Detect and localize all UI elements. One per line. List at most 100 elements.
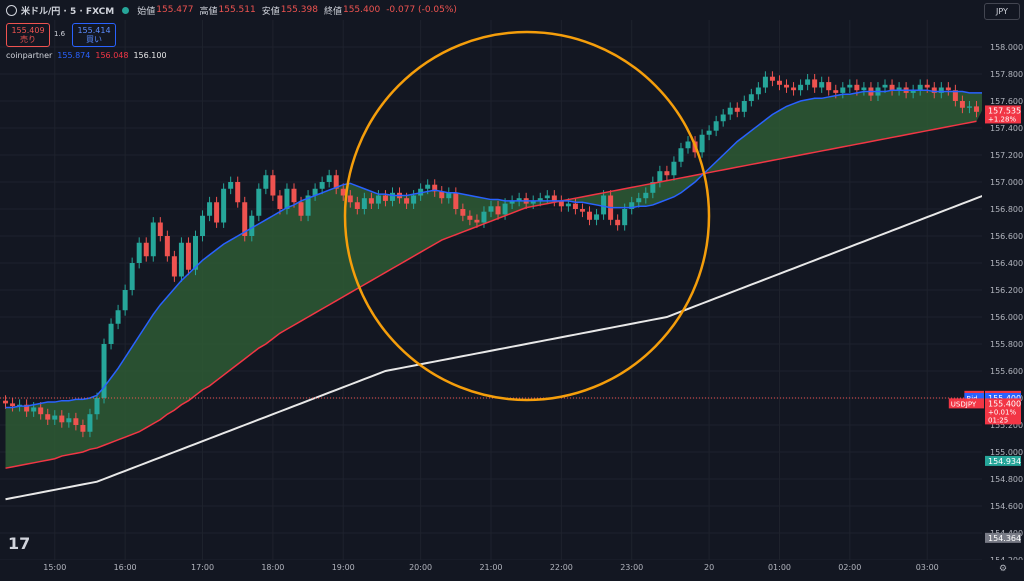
candle-body: [136, 242, 142, 263]
candle-body: [122, 290, 128, 311]
candle-body: [952, 90, 958, 101]
sell-label: 売り: [20, 35, 36, 44]
candle-body: [917, 84, 923, 91]
candle-body: [945, 87, 951, 91]
slow-ma-line: [5, 120, 977, 469]
candle-body: [256, 188, 262, 216]
candle-body: [502, 203, 508, 215]
candle-body: [664, 171, 670, 176]
time-tick-label: 15:00: [43, 563, 66, 572]
buy-label: 買い: [86, 35, 102, 44]
candle-body: [784, 84, 790, 88]
time-axis: [0, 560, 1024, 577]
low-value: 155.398: [280, 5, 318, 15]
low-label: 安値: [261, 6, 280, 17]
indicator-value-2: 156.048: [95, 51, 129, 60]
candle-body: [931, 87, 937, 93]
indicator-value-1: 155.874: [57, 51, 91, 60]
candle-body: [791, 87, 797, 91]
price-tick-label: 157.600: [990, 97, 1023, 106]
candle-body: [340, 188, 346, 196]
time-tick-label: 03:00: [916, 563, 939, 572]
candle-body: [432, 184, 438, 192]
candle-body: [228, 182, 234, 189]
candle-body: [242, 202, 248, 236]
price-label-value: 155.400: [988, 399, 1021, 408]
candle-body: [840, 87, 846, 93]
high-label: 高値: [199, 6, 218, 17]
time-tick-label: 19:00: [332, 563, 355, 572]
candle-body: [207, 202, 213, 216]
candle-body: [924, 84, 930, 88]
candle-body: [200, 215, 206, 236]
candle-body: [762, 76, 768, 88]
price-label-box: [985, 455, 1021, 466]
price-label-sub2: 01:25: [988, 416, 1008, 424]
time-tick-label: 23:00: [620, 563, 643, 572]
candle-body: [361, 198, 367, 209]
time-tick-label: 18:00: [261, 563, 284, 572]
indicator-legend[interactable]: coinpartner 155.874 156.048 156.100: [6, 51, 167, 60]
candle-body: [798, 84, 804, 91]
price-label-box: [985, 532, 1021, 543]
candle-body: [594, 214, 600, 220]
sell-price: 155.409: [11, 26, 45, 35]
price-tick-label: 156.000: [990, 313, 1023, 322]
candle-body: [52, 415, 58, 420]
candle-body: [741, 101, 747, 112]
candle-body: [192, 236, 198, 270]
symbol-title[interactable]: 米ドル/円 · 5 · FXCM: [21, 6, 115, 17]
candle-body: [333, 175, 339, 189]
candle-body: [622, 209, 628, 226]
price-label-box: [985, 393, 1021, 403]
price-tick-label: 157.000: [990, 178, 1023, 187]
price-tick-label: 155.000: [990, 448, 1023, 457]
candle-body: [938, 87, 944, 93]
price-label-value: 154.934: [988, 457, 1021, 466]
candle-body: [861, 87, 867, 91]
price-tick-label: 155.600: [990, 367, 1023, 376]
candle-body: [59, 415, 65, 423]
candle-body: [755, 87, 761, 95]
candle-body: [171, 256, 177, 277]
candle-body: [31, 407, 37, 412]
candle-body: [706, 130, 712, 135]
candle-body: [734, 107, 740, 112]
price-tick-label: 156.400: [990, 259, 1023, 268]
candle-body: [270, 175, 276, 196]
candle-body: [214, 202, 220, 223]
price-tick-label: 157.800: [990, 70, 1023, 79]
indicator-name: coinpartner: [6, 51, 53, 60]
candle-body: [375, 195, 381, 204]
candle-body: [551, 195, 557, 201]
market-status-icon: [122, 6, 130, 14]
price-tick-label: 155.200: [990, 421, 1023, 430]
candle-body: [312, 188, 318, 196]
price-label-value: 154.364: [988, 534, 1021, 543]
candle-body: [544, 195, 550, 199]
price-label-tag-box: [948, 398, 984, 409]
sell-button[interactable]: 155.409 売り: [6, 23, 50, 47]
buy-button[interactable]: 155.414 買い: [72, 23, 116, 47]
candle-body: [467, 215, 473, 220]
price-tick-label: 158.000: [990, 43, 1023, 52]
time-tick-label: 16:00: [114, 563, 137, 572]
candle-body: [460, 209, 466, 216]
tradingview-logo-icon[interactable]: 17: [8, 534, 31, 553]
candle-body: [389, 192, 395, 201]
open-value: 155.477: [156, 5, 194, 15]
candle-body: [354, 202, 360, 209]
candle-body: [812, 79, 818, 88]
candle-body: [889, 84, 895, 91]
candle-body: [235, 182, 241, 203]
candle-body: [129, 263, 135, 290]
time-tick-label: 20: [704, 563, 714, 572]
currency-button[interactable]: JPY: [984, 3, 1020, 20]
candle-body: [643, 192, 649, 199]
candle-body: [305, 195, 311, 216]
candle-body: [720, 114, 726, 122]
candle-body: [3, 400, 9, 404]
candle-body: [453, 192, 459, 209]
candle-body: [896, 87, 902, 91]
